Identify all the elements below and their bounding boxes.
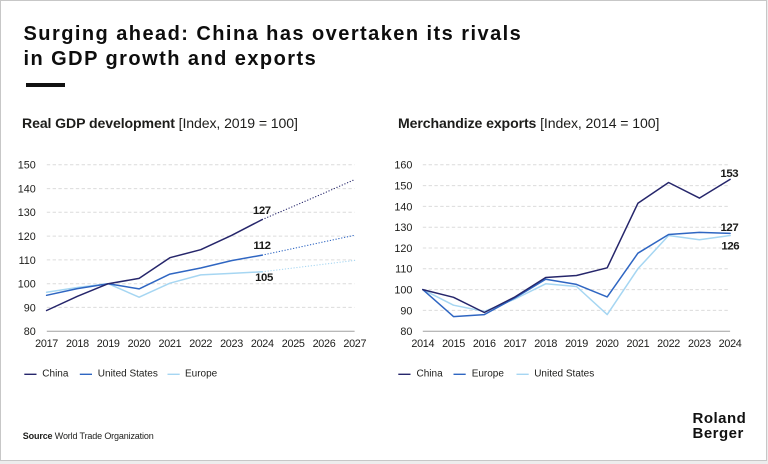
svg-text:2023: 2023 <box>220 338 243 350</box>
svg-text:2026: 2026 <box>313 338 336 350</box>
svg-text:80: 80 <box>24 326 36 338</box>
svg-text:127: 127 <box>253 205 271 217</box>
svg-text:2021: 2021 <box>626 338 649 350</box>
svg-text:Europe: Europe <box>472 369 505 380</box>
svg-text:120: 120 <box>394 243 412 255</box>
svg-text:120: 120 <box>18 231 36 243</box>
svg-text:2020: 2020 <box>596 338 619 350</box>
svg-text:2024: 2024 <box>719 338 742 350</box>
svg-text:112: 112 <box>253 240 270 252</box>
svg-text:110: 110 <box>395 264 412 276</box>
svg-text:2017: 2017 <box>504 338 527 350</box>
svg-text:126: 126 <box>721 240 739 252</box>
svg-text:150: 150 <box>18 160 36 172</box>
svg-text:2014: 2014 <box>411 338 434 350</box>
svg-text:2020: 2020 <box>128 338 151 350</box>
svg-text:China: China <box>42 369 69 380</box>
svg-text:153: 153 <box>720 168 738 180</box>
svg-text:2022: 2022 <box>189 338 212 350</box>
svg-text:90: 90 <box>24 302 36 314</box>
svg-text:90: 90 <box>400 305 412 317</box>
svg-text:160: 160 <box>394 160 412 172</box>
svg-text:2016: 2016 <box>473 338 496 350</box>
svg-text:China: China <box>417 369 444 380</box>
svg-text:80: 80 <box>400 326 412 338</box>
svg-text:127: 127 <box>720 222 738 234</box>
svg-text:Europe: Europe <box>185 369 218 380</box>
svg-text:2019: 2019 <box>97 338 120 350</box>
svg-text:2027: 2027 <box>343 338 366 350</box>
svg-text:2024: 2024 <box>251 338 274 350</box>
svg-text:105: 105 <box>255 272 274 284</box>
svg-text:110: 110 <box>19 255 36 267</box>
svg-text:140: 140 <box>394 201 412 213</box>
svg-text:2025: 2025 <box>282 338 305 350</box>
svg-text:2021: 2021 <box>158 338 181 350</box>
svg-text:130: 130 <box>394 222 412 234</box>
svg-text:United States: United States <box>534 369 594 380</box>
svg-text:2017: 2017 <box>35 338 58 350</box>
svg-text:130: 130 <box>18 207 36 219</box>
svg-text:2018: 2018 <box>66 338 89 350</box>
svg-text:2015: 2015 <box>442 338 465 350</box>
svg-text:2023: 2023 <box>688 338 711 350</box>
svg-text:140: 140 <box>18 184 36 196</box>
svg-text:100: 100 <box>394 285 412 297</box>
svg-text:2018: 2018 <box>534 338 557 350</box>
svg-text:United States: United States <box>98 369 158 380</box>
svg-text:2022: 2022 <box>657 338 680 350</box>
svg-text:150: 150 <box>394 181 412 193</box>
svg-text:2019: 2019 <box>565 338 588 350</box>
svg-text:100: 100 <box>18 279 36 291</box>
